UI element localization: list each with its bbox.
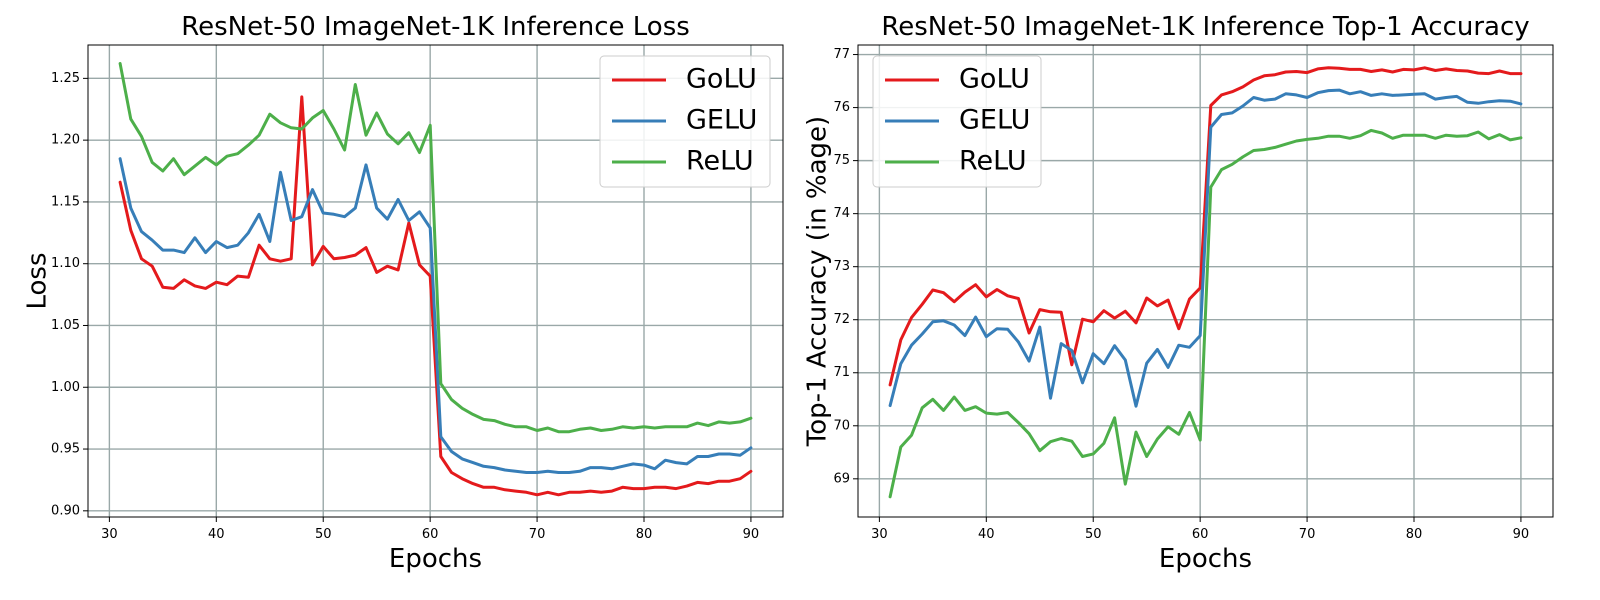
accuracy-chart-lines [888,66,1523,499]
loss-chart-x-tick-label: 50 [315,527,332,542]
accuracy-chart-y-tick-label: 72 [833,312,850,327]
accuracy-chart-legend-label-golu: GoLU [959,64,1030,95]
accuracy-chart-x-tick-label: 90 [1513,527,1530,542]
accuracy-chart-series-gelu [888,88,1523,408]
accuracy-chart-x-tick-label: 40 [978,527,995,542]
loss-chart-x-ticks: 30 40 50 60 70 80 90 [101,517,759,542]
loss-chart-x-tick-label: 60 [422,527,439,542]
accuracy-chart-x-axis-label: Epochs [1159,544,1252,574]
accuracy-chart-y-tick-label: 76 [833,100,850,115]
accuracy-chart-y-ticks: 69 70 71 72 73 74 75 76 77 [833,47,858,486]
accuracy-chart-x-tick-label: 70 [1299,527,1316,542]
loss-chart-x-tick-label: 30 [101,527,118,542]
loss-chart-y-tick-label: 1.00 [51,380,80,395]
accuracy-chart-title: ResNet-50 ImageNet-1K Inference Top-1 Ac… [881,12,1529,42]
loss-chart-legend: GoLU GELU ReLU [599,55,771,188]
loss-chart-legend-box [599,55,771,188]
loss-chart-y-axis-label: Loss [23,252,53,309]
loss-chart-y-tick-label: 1.20 [51,133,80,148]
loss-chart-y-tick-label: 0.90 [51,503,80,518]
accuracy-chart-y-tick-label: 70 [833,418,850,433]
accuracy-chart-y-tick-label: 69 [833,471,850,486]
accuracy-chart-y-tick-label: 75 [833,153,850,168]
accuracy-chart-series-relu [888,128,1523,499]
loss-chart-title: ResNet-50 ImageNet-1K Inference Loss [181,12,690,42]
loss-chart-legend-label-gelu: GELU [686,105,757,136]
loss-chart-series-relu [118,62,753,434]
loss-chart-series-gelu [118,157,753,474]
accuracy-chart-y-tick-label: 73 [833,259,850,274]
loss-chart-y-tick-label: 1.25 [51,71,80,86]
loss-chart-y-tick-label: 0.95 [51,442,80,457]
loss-chart-x-tick-label: 40 [208,527,225,542]
loss-chart-frame [87,44,784,518]
loss-chart-y-tick-label: 1.15 [51,194,80,209]
loss-chart-legend-label-relu: ReLU [686,146,754,177]
loss-chart-x-tick-label: 80 [636,527,653,542]
loss-chart-legend-label-golu: GoLU [686,64,757,95]
loss-chart-y-tick-label: 1.10 [51,256,80,271]
accuracy-chart-x-tick-label: 30 [871,527,888,542]
loss-chart-x-tick-label: 70 [529,527,546,542]
accuracy-chart-frame [857,44,1554,518]
accuracy-chart-legend: GoLU GELU ReLU [872,55,1042,188]
accuracy-chart-y-tick-label: 71 [833,365,850,380]
accuracy-chart-x-tick-label: 50 [1085,527,1102,542]
accuracy-chart-y-tick-label: 77 [833,47,850,62]
accuracy-chart-legend-label-gelu: GELU [959,105,1030,136]
accuracy-chart-x-tick-label: 60 [1192,527,1209,542]
accuracy-chart: ResNet-50 ImageNet-1K Inference Top-1 Ac… [803,12,1554,574]
accuracy-chart-x-ticks: 30 40 50 60 70 80 90 [871,517,1529,542]
accuracy-chart-y-tick-label: 74 [833,206,850,221]
loss-chart-lines [118,62,753,497]
accuracy-chart-legend-box [872,55,1042,188]
loss-chart-y-tick-label: 1.05 [51,318,80,333]
loss-chart-y-ticks: 0.90 0.95 1.00 1.05 1.10 1.15 1.20 1.25 [51,71,88,518]
loss-chart-x-axis-label: Epochs [389,544,482,574]
accuracy-chart-y-axis-label: Top-1 Accuracy (in %age) [803,116,833,447]
loss-chart: ResNet-50 ImageNet-1K Inference Loss Epo… [23,12,784,574]
accuracy-chart-x-tick-label: 80 [1406,527,1423,542]
accuracy-chart-series-golu [888,66,1523,387]
accuracy-chart-legend-label-relu: ReLU [959,146,1027,177]
loss-chart-x-tick-label: 90 [743,527,760,542]
loss-chart-series-golu [118,95,753,497]
